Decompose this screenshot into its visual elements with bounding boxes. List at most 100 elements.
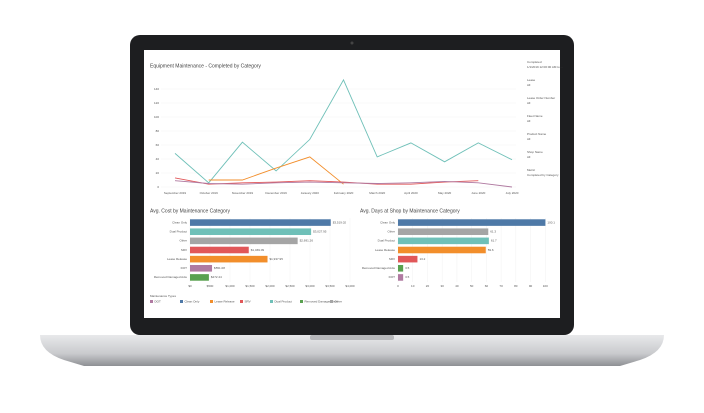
value-label: 61.3 xyxy=(490,230,496,234)
x-tick-label: June 2020 xyxy=(471,191,485,195)
filter-label: Metric xyxy=(527,168,536,172)
bar xyxy=(190,246,249,254)
laptop-base xyxy=(40,335,664,366)
x-tick-label: September 2019 xyxy=(164,191,187,195)
x-tick-label: $2,000 xyxy=(265,284,275,288)
category-label: Dual Product xyxy=(170,230,188,234)
value-label: 3.5 xyxy=(405,275,410,279)
line-series xyxy=(208,156,344,185)
chart-title: Equipment Maintenance - Completed by Cat… xyxy=(150,63,261,69)
category-label: SRV xyxy=(181,248,187,252)
legend-label: Other xyxy=(335,299,343,303)
x-tick-label: 80 xyxy=(514,284,518,288)
bar xyxy=(398,255,418,263)
bar xyxy=(398,246,486,254)
category-label: Lease Release xyxy=(375,248,395,252)
category-label: Dual Product xyxy=(378,239,396,243)
y-tick-label: 60 xyxy=(156,143,160,147)
category-label: Other xyxy=(179,239,187,243)
legend-label: Lease Release xyxy=(215,299,235,303)
bar xyxy=(190,219,331,226)
x-tick-label: $500 xyxy=(207,284,214,288)
x-tick-label: 50 xyxy=(470,284,474,288)
legend-swatch xyxy=(300,300,303,303)
bar xyxy=(190,274,209,281)
y-tick-label: 140 xyxy=(154,87,159,91)
value-label: $3,519.02 xyxy=(333,220,347,224)
x-tick-label: 20 xyxy=(426,284,430,288)
x-tick-label: 0 xyxy=(397,284,399,288)
bar xyxy=(190,237,298,245)
filter-value: All xyxy=(527,101,531,105)
x-tick-label: $1,000 xyxy=(225,284,235,288)
bar xyxy=(398,274,404,281)
value-label: 100.1 xyxy=(547,220,555,224)
x-tick-label: $4,000 xyxy=(345,284,355,288)
y-tick-label: 100 xyxy=(154,115,159,119)
x-tick-label: 70 xyxy=(499,284,503,288)
y-tick-label: 80 xyxy=(156,129,160,133)
bar xyxy=(190,264,213,272)
x-tick-label: 30 xyxy=(441,284,445,288)
legend-label: SRV xyxy=(245,299,251,303)
bar xyxy=(398,219,546,226)
category-label: Clean Only xyxy=(380,220,395,224)
y-tick-label: 20 xyxy=(156,171,160,175)
value-label: 13.2 xyxy=(419,257,425,261)
line-series xyxy=(174,180,513,188)
value-label: $1,937.95 xyxy=(270,257,284,261)
x-tick-label: 100 xyxy=(543,284,548,288)
value-label: $551.08 xyxy=(214,266,225,270)
x-tick-label: $2,500 xyxy=(285,284,295,288)
x-tick-label: April 2020 xyxy=(404,191,418,195)
value-label: $472.44 xyxy=(211,275,222,279)
category-label: SRV xyxy=(389,257,395,261)
filter-value: All xyxy=(527,119,531,123)
filter-value: Completed by Category xyxy=(527,173,559,177)
bar xyxy=(190,255,268,263)
category-label: Lease Release xyxy=(167,257,187,261)
x-tick-label: December 2019 xyxy=(265,191,287,195)
x-tick-label: May 2020 xyxy=(438,191,452,195)
y-tick-label: 0 xyxy=(157,185,159,189)
filter-value: All xyxy=(527,155,531,159)
category-label: Removed Damaged Axle xyxy=(362,266,396,270)
x-tick-label: January 2020 xyxy=(301,191,320,195)
x-tick-label: February 2020 xyxy=(334,191,354,195)
x-tick-label: $3,000 xyxy=(305,284,315,288)
x-tick-label: $0 xyxy=(188,284,192,288)
legend-label: DOT xyxy=(155,299,162,303)
bar xyxy=(398,228,489,236)
filter-label: Product Name xyxy=(527,132,547,136)
category-label: Clean Only xyxy=(172,220,187,224)
legend-swatch xyxy=(150,300,153,303)
x-tick-label: 40 xyxy=(455,284,459,288)
line-series xyxy=(174,78,513,184)
category-label: DOT xyxy=(181,266,188,270)
x-tick-label: 10 xyxy=(411,284,415,288)
x-tick-label: March 2020 xyxy=(369,191,385,195)
dashboard: Equipment Maintenance - Completed by Cat… xyxy=(150,60,563,303)
value-label: 3.5 xyxy=(405,266,410,270)
x-tick-label: 90 xyxy=(529,284,533,288)
x-tick-label: November 2019 xyxy=(232,191,254,195)
x-tick-label: 60 xyxy=(485,284,489,288)
value-label: $1,469.09 xyxy=(251,248,265,252)
filter-label: Shop Name xyxy=(527,150,543,154)
filter-label: Lease xyxy=(527,78,536,82)
value-label: 59.6 xyxy=(488,248,494,252)
filter-value: 1/1/2019 12:00:00 AM to ... xyxy=(527,65,563,69)
x-tick-label: October 2019 xyxy=(200,191,219,195)
legend-swatch xyxy=(240,300,243,303)
value-label: $3,027.95 xyxy=(313,230,327,234)
filter-label: Lease Order Number xyxy=(527,96,555,100)
y-tick-label: 120 xyxy=(154,101,159,105)
legend-swatch xyxy=(210,300,213,303)
bar xyxy=(398,264,404,272)
chart-title: Avg. Cost by Maintenance Category xyxy=(150,208,230,214)
bar xyxy=(398,237,489,245)
legend-label: Clean Only xyxy=(185,299,200,303)
notch xyxy=(310,335,394,340)
x-tick-label: $3,500 xyxy=(325,284,335,288)
